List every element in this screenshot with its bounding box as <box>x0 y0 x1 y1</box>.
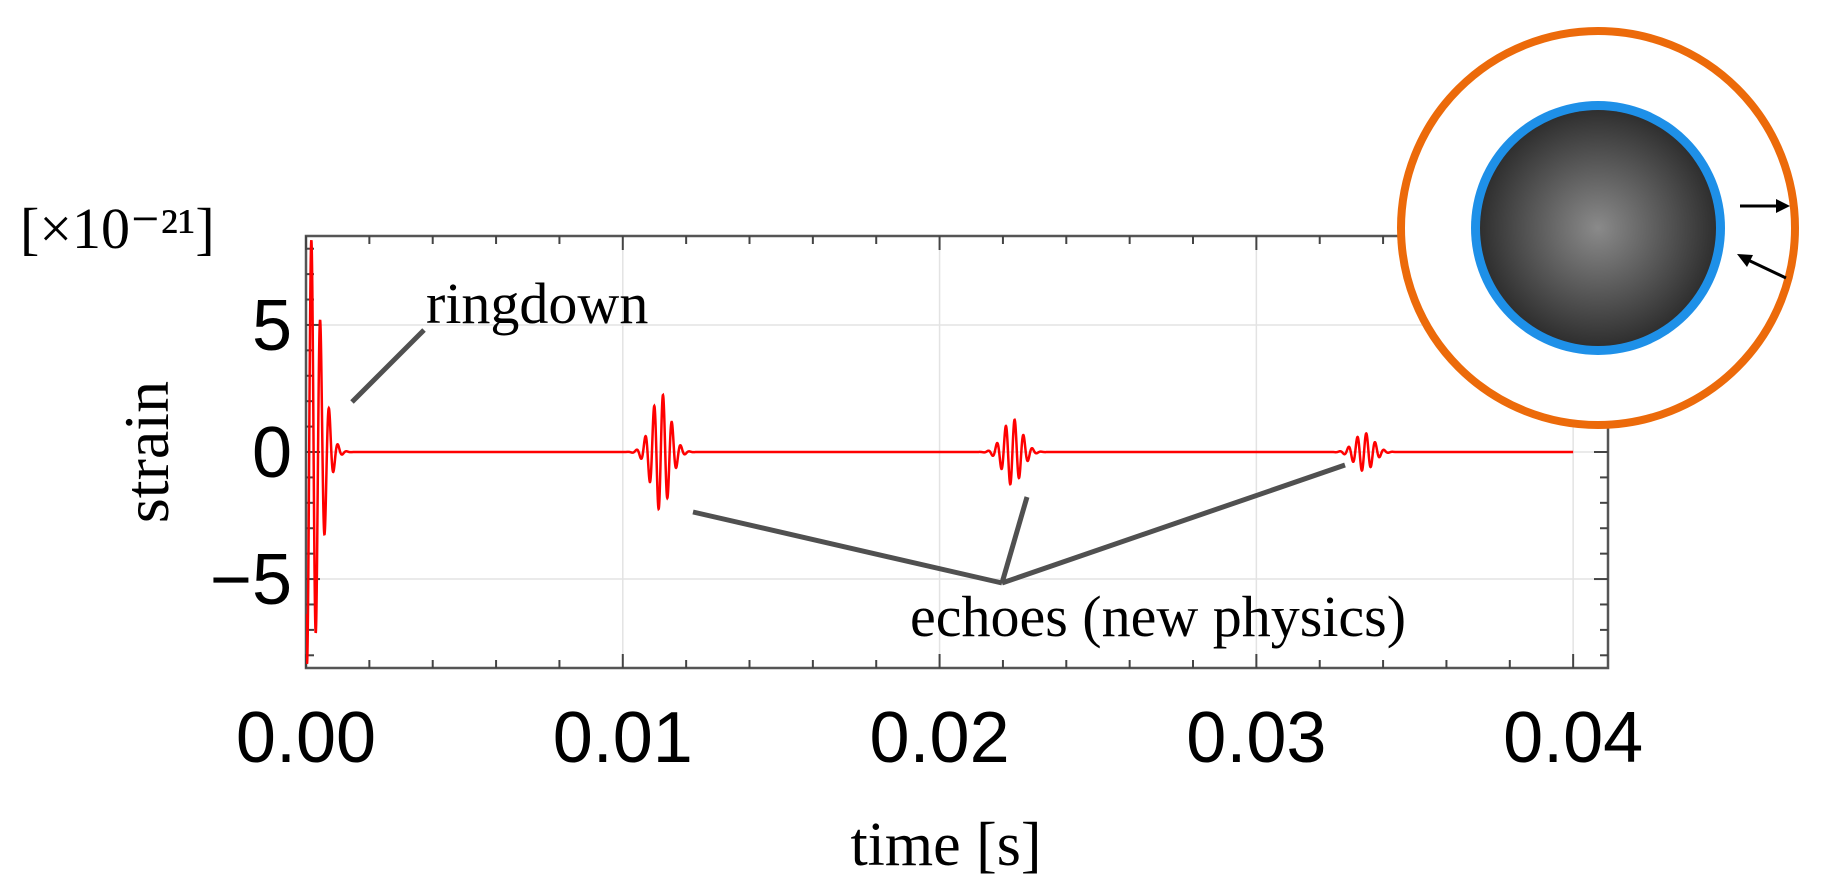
arrow-icon <box>1740 199 1790 213</box>
x-axis-label: time [s] <box>850 811 1041 879</box>
arrow-icon <box>1737 254 1787 280</box>
y-multiplier: [×10⁻²¹] <box>20 196 215 261</box>
ringdown-pointer <box>350 328 426 404</box>
black-hole-inset <box>1397 27 1799 429</box>
echoes-label: echoes (new physics) <box>910 584 1406 649</box>
y-axis-label: strain <box>111 381 182 523</box>
echo-pointer-1 <box>692 509 1003 586</box>
y-tick-label-1: 0 <box>252 413 292 493</box>
black-hole-core <box>1480 110 1716 346</box>
series-layer <box>306 240 1574 664</box>
x-tick-label-3: 0.03 <box>1186 698 1326 778</box>
strain-series-line-0 <box>306 240 1574 664</box>
echo-pointer-3 <box>1001 462 1346 586</box>
x-tick-label-2: 0.02 <box>870 698 1010 778</box>
x-tick-label-4: 0.04 <box>1503 698 1643 778</box>
y-tick-label-2: −5 <box>210 540 292 620</box>
x-tick-label-1: 0.01 <box>553 698 693 778</box>
x-tick-label-0: 0.00 <box>236 698 376 778</box>
y-tick-label-0: 5 <box>252 286 292 366</box>
ringdown-label: ringdown <box>426 271 648 336</box>
echo-pointer-2 <box>999 496 1030 584</box>
tick-labels: 0.00 0.01 0.02 0.03 0.04 5 0 −5 <box>210 286 1643 778</box>
